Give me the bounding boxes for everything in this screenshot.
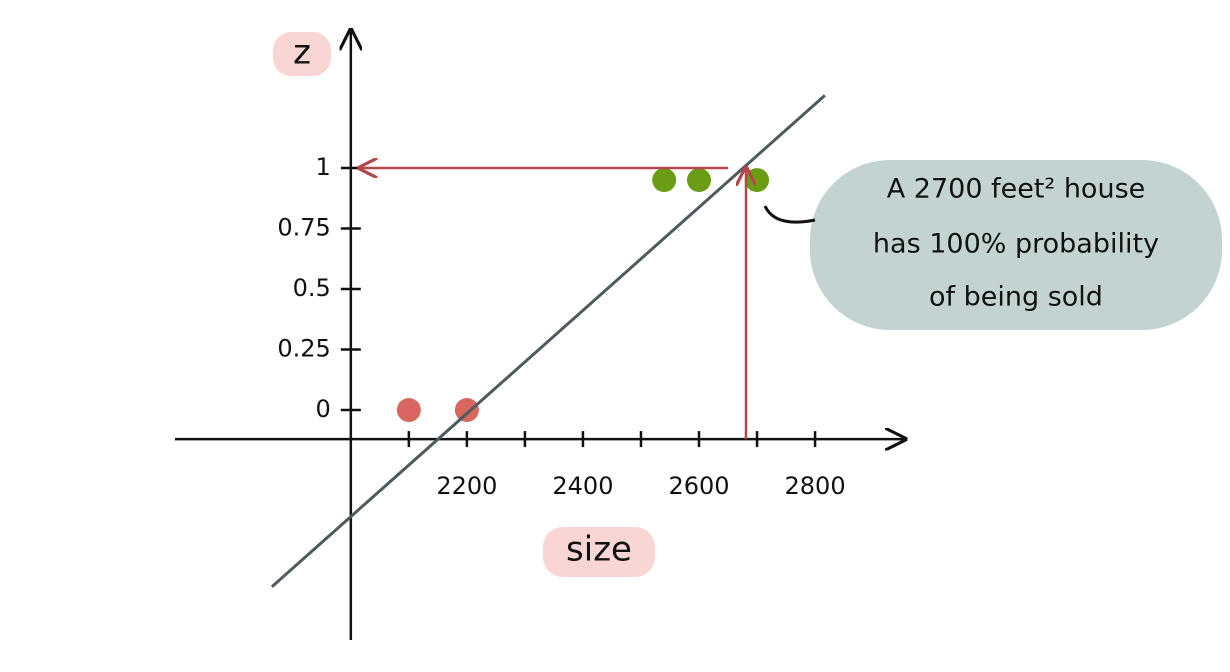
point	[396, 398, 421, 423]
y-tick-label: 0.75	[277, 213, 330, 241]
point	[454, 398, 479, 423]
fit-line	[270, 94, 826, 588]
point	[745, 168, 770, 193]
annotation-line: A 2700 feet² house	[887, 174, 1146, 205]
y-tick-label: 0.5	[293, 274, 331, 302]
x-axis-label: size	[566, 530, 632, 570]
annotation-connector	[763, 205, 816, 224]
point	[652, 168, 677, 193]
x-tick-label: 2400	[552, 472, 613, 500]
y-tick-label: 0.25	[277, 335, 330, 363]
x-tick-label: 2800	[785, 472, 846, 500]
annotation-line: of being sold	[929, 282, 1103, 313]
y-tick-label: 0	[316, 395, 331, 423]
annotation-bubble	[810, 160, 1222, 330]
ylabel-badge	[273, 32, 331, 76]
y-axis-label: z	[293, 33, 311, 73]
xlabel-badge	[543, 527, 655, 577]
x-tick-label: 2600	[668, 472, 729, 500]
annotation-line: has 100% probability	[873, 229, 1159, 260]
x-tick-label: 2200	[436, 472, 497, 500]
y-tick-label: 1	[316, 153, 331, 181]
point	[686, 168, 711, 193]
